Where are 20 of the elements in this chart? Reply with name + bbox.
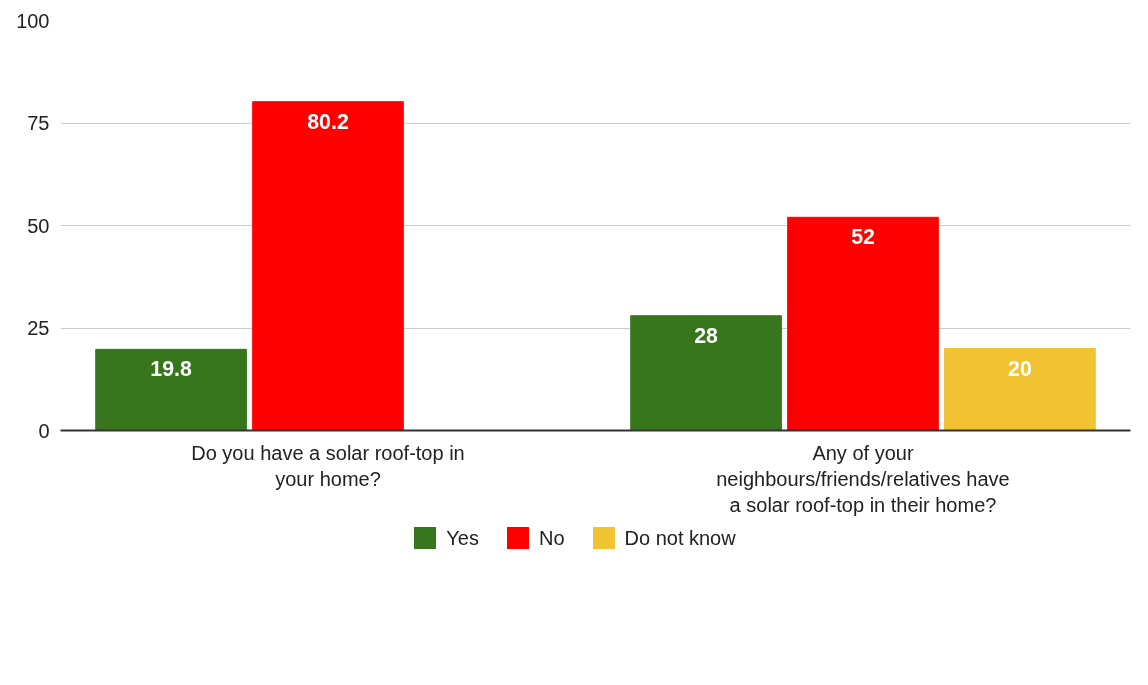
x-tick-label: Do you have a solar roof-top in your home? [191,441,465,490]
legend-label: Do not know [624,526,736,551]
y-tick-label: 25 [27,317,50,339]
y-tick-label: 75 [27,112,50,134]
bar [252,101,404,431]
y-tick-label: 0 [38,419,50,442]
data-label: 80.2 [307,109,349,134]
bar [95,348,247,431]
legend-label: No [538,526,565,551]
bar [787,216,939,431]
y-tick-label: 100 [16,9,50,32]
data-label: 19.8 [150,357,192,382]
y-tick-label: 50 [27,214,50,237]
data-label: 20 [1008,356,1032,381]
bar [630,315,782,431]
bar [944,348,1096,431]
data-label: 52 [851,225,875,250]
x-tick-label: Any of your neighbours/friends/relatives have a solar roof-top in their home? [716,441,1010,517]
data-label: 28 [694,323,719,348]
legend-label: Yes [446,526,479,551]
